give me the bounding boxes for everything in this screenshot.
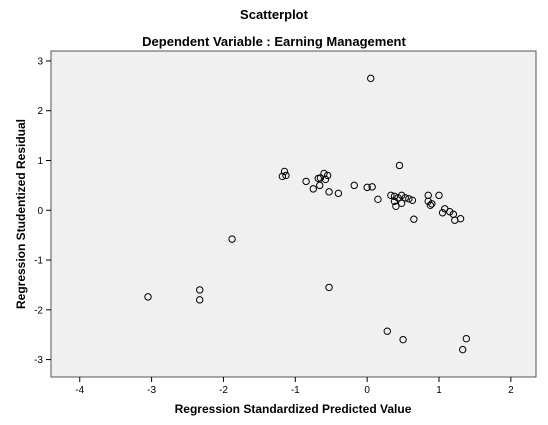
plot-area (50, 50, 537, 378)
data-point (280, 167, 289, 176)
x-tick-label: -1 (291, 385, 300, 396)
data-point (390, 197, 399, 206)
data-point (410, 215, 418, 223)
y-tick-label: 0 (37, 206, 43, 217)
data-point (459, 345, 467, 354)
data-points (144, 74, 471, 354)
data-point (228, 235, 236, 243)
data-point (438, 209, 447, 217)
data-point (428, 200, 436, 208)
x-tick-label: -4 (75, 385, 84, 396)
data-point (302, 177, 310, 186)
x-axis-ticks: -4 -3 -2 -1 0 1 2 (75, 377, 514, 396)
y-axis-ticks: -3 -2 -1 0 1 2 3 (34, 56, 51, 366)
data-point (383, 327, 391, 335)
data-point (462, 334, 471, 343)
y-tick-label: -1 (34, 256, 43, 267)
data-point (395, 161, 404, 170)
data-point (196, 286, 204, 294)
x-tick-label: 2 (508, 385, 514, 396)
data-point (325, 188, 333, 196)
data-point (316, 181, 324, 190)
data-point (350, 181, 358, 190)
x-tick-label: -3 (147, 385, 156, 396)
data-point (321, 175, 330, 184)
x-axis-label: Regression Standardized Predicted Value (175, 402, 412, 416)
data-point (456, 215, 465, 223)
data-point (278, 172, 287, 181)
data-point (368, 183, 376, 191)
y-tick-label: 2 (37, 106, 43, 117)
data-point (405, 195, 413, 203)
data-point (144, 293, 152, 301)
data-point (399, 335, 407, 344)
data-point (408, 196, 417, 205)
data-point (397, 199, 406, 207)
data-point (309, 185, 317, 193)
chart-subtitle: Dependent Variable : Earning Management (142, 34, 406, 49)
chart-title: Scatterplot (240, 7, 308, 22)
data-point (363, 183, 371, 192)
y-tick-label: 1 (37, 156, 43, 167)
data-point (374, 195, 382, 204)
x-tick-label: 0 (364, 385, 370, 396)
x-tick-label: 1 (436, 385, 442, 396)
data-point (323, 171, 332, 180)
data-point (392, 202, 400, 210)
data-point (314, 174, 322, 183)
data-point (435, 191, 443, 200)
x-tick-label: -2 (219, 385, 228, 396)
data-point (196, 296, 204, 304)
data-point (282, 171, 290, 180)
y-tick-label: -3 (34, 355, 43, 366)
data-point (367, 74, 375, 83)
y-tick-label: -2 (34, 305, 43, 316)
data-point (426, 201, 435, 209)
y-axis-label: Regression Studentized Residual (14, 119, 28, 309)
data-point (401, 194, 409, 202)
data-point (334, 189, 343, 198)
data-point (325, 283, 333, 292)
y-tick-label: 3 (37, 56, 43, 67)
data-point (390, 192, 399, 201)
data-point (387, 191, 395, 200)
